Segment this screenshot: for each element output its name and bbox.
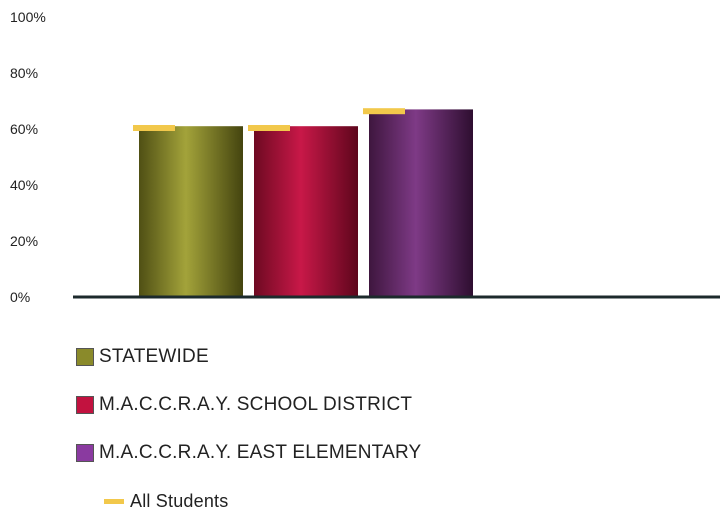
legend-item-all-students: All Students: [76, 477, 421, 525]
legend-item-statewide: STATEWIDE: [76, 333, 421, 381]
bar-chart: 0% 20% 40% 60% 80% 100%: [10, 9, 720, 305]
legend: STATEWIDE M.A.C.C.R.A.Y. SCHOOL DISTRICT…: [76, 333, 421, 525]
bar-2: [254, 126, 358, 297]
all-students-markers: [133, 108, 405, 131]
legend-label-school-district: M.A.C.C.R.A.Y. SCHOOL DISTRICT: [99, 394, 413, 415]
y-axis-ticks: 0% 20% 40% 60% 80% 100%: [10, 9, 46, 305]
legend-swatch-statewide: [76, 348, 94, 366]
y-tick-label: 80%: [10, 65, 38, 81]
all-students-marker-3: [363, 108, 405, 115]
y-tick-label: 20%: [10, 233, 38, 249]
legend-label-statewide: STATEWIDE: [99, 346, 209, 367]
all-students-marker-2: [248, 125, 290, 131]
legend-line-all-students: [104, 498, 124, 504]
y-tick-label: 40%: [10, 177, 38, 193]
y-tick-label: 60%: [10, 121, 38, 137]
legend-swatch-school-district: [76, 396, 94, 414]
legend-item-east-elementary: M.A.C.C.R.A.Y. EAST ELEMENTARY: [76, 429, 421, 477]
legend-item-school-district: M.A.C.C.R.A.Y. SCHOOL DISTRICT: [76, 381, 421, 429]
legend-label-east-elementary: M.A.C.C.R.A.Y. EAST ELEMENTARY: [99, 442, 422, 463]
y-tick-label: 100%: [10, 9, 46, 25]
bar-1: [139, 126, 243, 297]
legend-swatch-east-elementary: [76, 444, 94, 462]
bar-3: [369, 109, 473, 298]
bars-group: [139, 109, 473, 298]
y-tick-label: 0%: [10, 289, 30, 305]
all-students-marker-1: [133, 125, 175, 131]
legend-label-all-students: All Students: [130, 490, 229, 511]
